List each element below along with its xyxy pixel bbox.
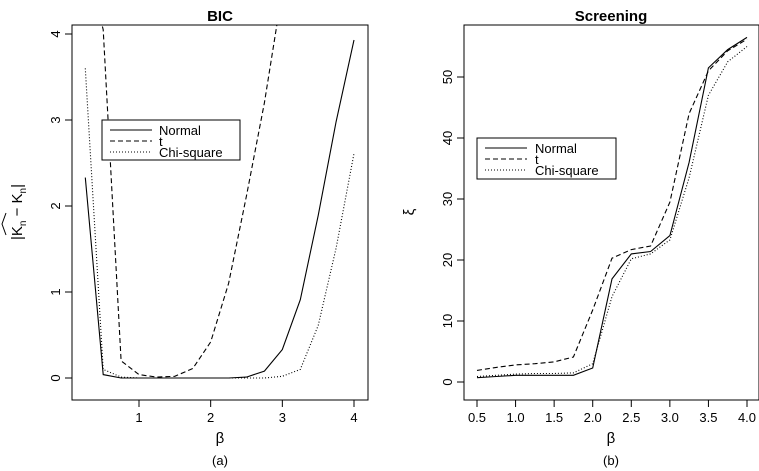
x-tick-label: 4.0 — [738, 410, 756, 425]
x-tick-label: 3.5 — [699, 410, 717, 425]
chart-title: Screening — [575, 8, 648, 25]
y-tick-label: 0 — [440, 378, 455, 385]
legend-label-normal: Normal — [535, 141, 577, 156]
y-tick-label: 50 — [440, 70, 455, 84]
series-line-chi-square — [84, 68, 355, 379]
series-group — [84, 25, 355, 379]
y-tick-label: 20 — [440, 253, 455, 267]
x-tick-label: 2 — [207, 410, 214, 425]
y-tick-label: 3 — [48, 116, 63, 123]
y-axis: 0 10 20 30 40 50 — [440, 70, 464, 386]
series-line-normal — [84, 39, 355, 379]
plot-frame — [463, 24, 759, 401]
y-tick-label: 2 — [48, 202, 63, 209]
legend: Normal t Chi-square — [101, 119, 241, 161]
y-axis-label-text: |Kn − Kn| — [9, 184, 29, 240]
legend: Normal t Chi-square — [476, 137, 617, 180]
hat-mark — [1, 212, 7, 236]
x-tick-label: 4 — [350, 410, 357, 425]
panel-screening: Screening 0.5 1.0 1.5 2.0 2.5 3.0 3.5 4.0 0 10 20… — [401, 8, 759, 468]
legend-label-t: t — [535, 152, 539, 167]
x-tick-label: 3.0 — [661, 410, 679, 425]
legend-label-chi-square: Chi-square — [159, 145, 223, 160]
series-line-t — [476, 38, 748, 371]
x-tick-label: 2.0 — [584, 410, 602, 425]
y-tick-label: 10 — [440, 314, 455, 328]
legend-box — [476, 137, 617, 180]
y-axis-label: ξ — [401, 208, 418, 215]
x-tick-label: 0.5 — [468, 410, 486, 425]
series-line-t — [101, 25, 278, 378]
plot-frame — [71, 24, 369, 401]
x-axis: 1 2 3 4 — [135, 400, 358, 425]
x-tick-label: 3 — [279, 410, 286, 425]
y-axis: 0 1 2 3 4 — [48, 30, 72, 382]
panel-bic: BIC 1 2 3 4 0 1 2 3 4 |Kn − Kn| β (a) Normal t … — [1, 8, 369, 468]
y-tick-label: 1 — [48, 288, 63, 295]
y-tick-label: 0 — [48, 374, 63, 381]
y-tick-label: 4 — [48, 30, 63, 37]
x-tick-label: 1.5 — [545, 410, 563, 425]
legend-box — [101, 119, 241, 161]
series-group — [476, 36, 748, 379]
series-line-chi-square — [476, 46, 748, 378]
x-axis-label: β — [607, 430, 616, 447]
subcaption-a: (a) — [212, 453, 228, 468]
x-axis-label: β — [216, 430, 225, 447]
x-tick-label: 2.5 — [622, 410, 640, 425]
y-tick-label: 30 — [440, 192, 455, 206]
legend-label-normal: Normal — [159, 123, 201, 138]
chart-title: BIC — [207, 8, 233, 25]
y-axis-label: |Kn − Kn| — [1, 184, 29, 240]
subcaption-b: (b) — [603, 453, 619, 468]
legend-label-t: t — [159, 134, 163, 149]
x-tick-label: 1 — [135, 410, 142, 425]
legend-label-chi-square: Chi-square — [535, 163, 599, 178]
x-axis: 0.5 1.0 1.5 2.0 2.5 3.0 3.5 4.0 — [468, 400, 756, 425]
y-tick-label: 40 — [440, 131, 455, 145]
x-tick-label: 1.0 — [507, 410, 525, 425]
series-line-normal — [476, 36, 748, 379]
